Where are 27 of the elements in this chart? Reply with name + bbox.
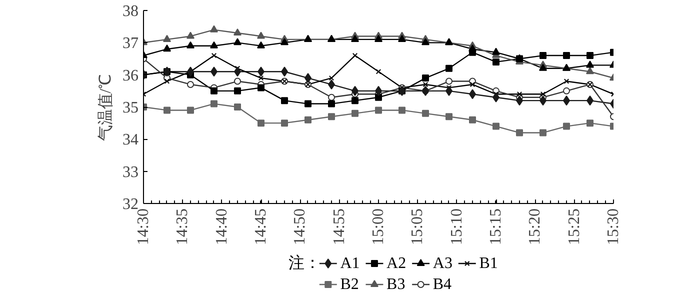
- y-tick-label: 33: [122, 164, 138, 181]
- x-tick-label: 15:25: [566, 208, 583, 245]
- x-tick-label: 14:55: [330, 208, 348, 245]
- y-tick-label: 38: [122, 3, 138, 20]
- legend-title: 注：: [288, 254, 321, 272]
- legend-label: B1: [479, 255, 498, 272]
- y-tick-label: 34: [122, 132, 138, 149]
- legend-label: B2: [340, 276, 359, 293]
- x-tick-label: 15:20: [526, 208, 544, 245]
- legend-label: B3: [386, 276, 406, 293]
- x-tick-label: 14:45: [252, 208, 270, 245]
- legend-label: A3: [432, 255, 452, 272]
- legend-label: B4: [432, 276, 452, 293]
- x-tick-label: 15:10: [448, 208, 466, 245]
- y-tick-label: 36: [122, 67, 138, 84]
- x-tick-label: 14:40: [213, 208, 230, 245]
- x-tick-label: 15:30: [605, 208, 622, 245]
- x-tick-label: 15:00: [370, 208, 387, 245]
- x-tick-label: 14:50: [292, 208, 309, 245]
- x-tick-label: 15:05: [409, 208, 426, 245]
- legend-label: A2: [386, 255, 406, 272]
- y-axis-title: 气温值/℃: [98, 74, 114, 142]
- legend-label: A1: [340, 255, 360, 272]
- y-tick-label: 35: [122, 100, 138, 116]
- y-tick-label: 37: [122, 35, 138, 52]
- x-tick-label: 15:15: [488, 208, 504, 245]
- x-tick-label: 14:35: [174, 208, 192, 245]
